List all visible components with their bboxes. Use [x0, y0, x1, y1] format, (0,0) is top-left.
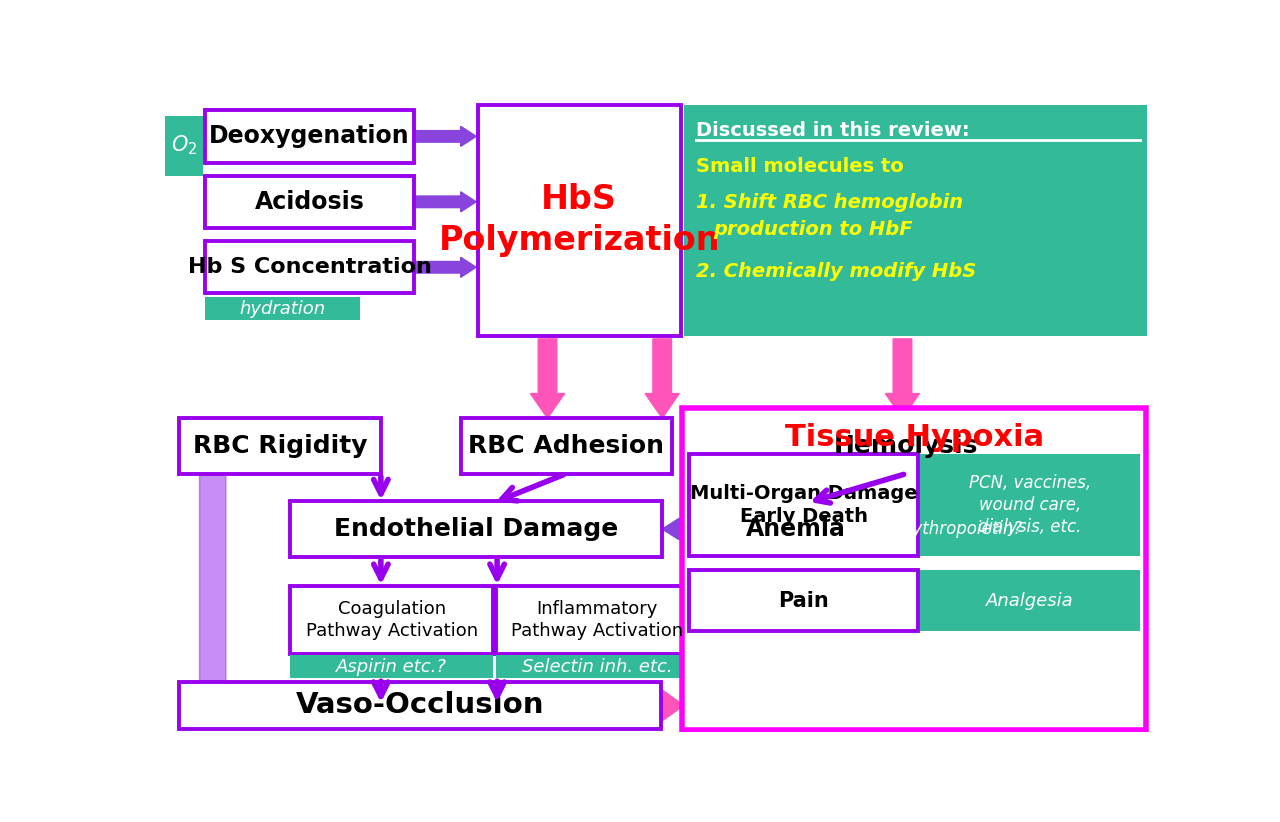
FancyBboxPatch shape [165, 116, 204, 176]
FancyBboxPatch shape [291, 655, 493, 678]
Text: Deoxygenation: Deoxygenation [209, 124, 410, 148]
Polygon shape [662, 690, 684, 721]
FancyBboxPatch shape [805, 418, 1007, 473]
Text: RBC Rigidity: RBC Rigidity [193, 434, 367, 458]
Text: Discussed in this review:: Discussed in this review: [696, 122, 970, 141]
FancyBboxPatch shape [461, 418, 672, 473]
Text: Aspirin etc.?: Aspirin etc.? [337, 658, 447, 676]
FancyArrow shape [192, 473, 234, 718]
Polygon shape [778, 556, 813, 638]
Text: Pain: Pain [778, 591, 829, 611]
FancyBboxPatch shape [495, 655, 699, 678]
Text: Tissue Hypoxia: Tissue Hypoxia [785, 423, 1043, 452]
FancyBboxPatch shape [873, 506, 1044, 553]
Text: Acidosis: Acidosis [255, 190, 365, 214]
Text: Analgesia: Analgesia [986, 592, 1074, 610]
Polygon shape [662, 519, 721, 540]
Text: Hemolysis: Hemolysis [835, 434, 978, 458]
Polygon shape [416, 257, 476, 277]
FancyBboxPatch shape [495, 586, 699, 653]
Text: PCN, vaccines,
wound care,
dialysis, etc.: PCN, vaccines, wound care, dialysis, etc… [969, 474, 1091, 537]
FancyBboxPatch shape [721, 501, 870, 556]
Text: production to HbF: production to HbF [713, 220, 913, 239]
Text: $O_2$: $O_2$ [170, 134, 197, 157]
Text: HbS
Polymerization: HbS Polymerization [439, 183, 721, 257]
Text: Multi-Organ Damage
Early Death: Multi-Organ Damage Early Death [690, 484, 918, 526]
FancyBboxPatch shape [919, 570, 1140, 631]
Polygon shape [416, 192, 476, 212]
FancyBboxPatch shape [477, 104, 681, 336]
Text: hydration: hydration [239, 300, 325, 318]
Text: Small molecules to: Small molecules to [696, 157, 904, 176]
FancyBboxPatch shape [919, 455, 1140, 556]
Text: Coagulation
Pathway Activation: Coagulation Pathway Activation [306, 600, 477, 640]
Polygon shape [886, 339, 919, 418]
FancyBboxPatch shape [205, 241, 415, 293]
Polygon shape [530, 339, 564, 418]
Text: Inflammatory
Pathway Activation: Inflammatory Pathway Activation [511, 600, 684, 640]
Text: 2. Chemically modify HbS: 2. Chemically modify HbS [696, 262, 977, 281]
Polygon shape [416, 127, 476, 146]
FancyBboxPatch shape [690, 570, 918, 631]
Text: 1. Shift RBC hemoglobin: 1. Shift RBC hemoglobin [696, 193, 964, 212]
FancyBboxPatch shape [682, 409, 1146, 730]
Text: Anemia: Anemia [745, 517, 845, 541]
FancyBboxPatch shape [291, 501, 662, 556]
Polygon shape [645, 339, 680, 418]
Text: Vaso-Occlusion: Vaso-Occlusion [296, 691, 545, 719]
Text: Erythropoietin?: Erythropoietin? [896, 520, 1023, 538]
FancyBboxPatch shape [205, 298, 360, 321]
Text: Hb S Concentration: Hb S Concentration [188, 257, 431, 277]
Text: Selectin inh. etc.: Selectin inh. etc. [522, 658, 672, 676]
FancyBboxPatch shape [205, 110, 415, 163]
FancyBboxPatch shape [690, 455, 918, 556]
FancyBboxPatch shape [179, 682, 662, 728]
Text: Endothelial Damage: Endothelial Damage [334, 517, 618, 541]
Text: RBC Adhesion: RBC Adhesion [468, 434, 664, 458]
FancyBboxPatch shape [205, 176, 415, 228]
FancyBboxPatch shape [291, 586, 493, 653]
FancyBboxPatch shape [684, 104, 1147, 336]
FancyBboxPatch shape [179, 418, 381, 473]
